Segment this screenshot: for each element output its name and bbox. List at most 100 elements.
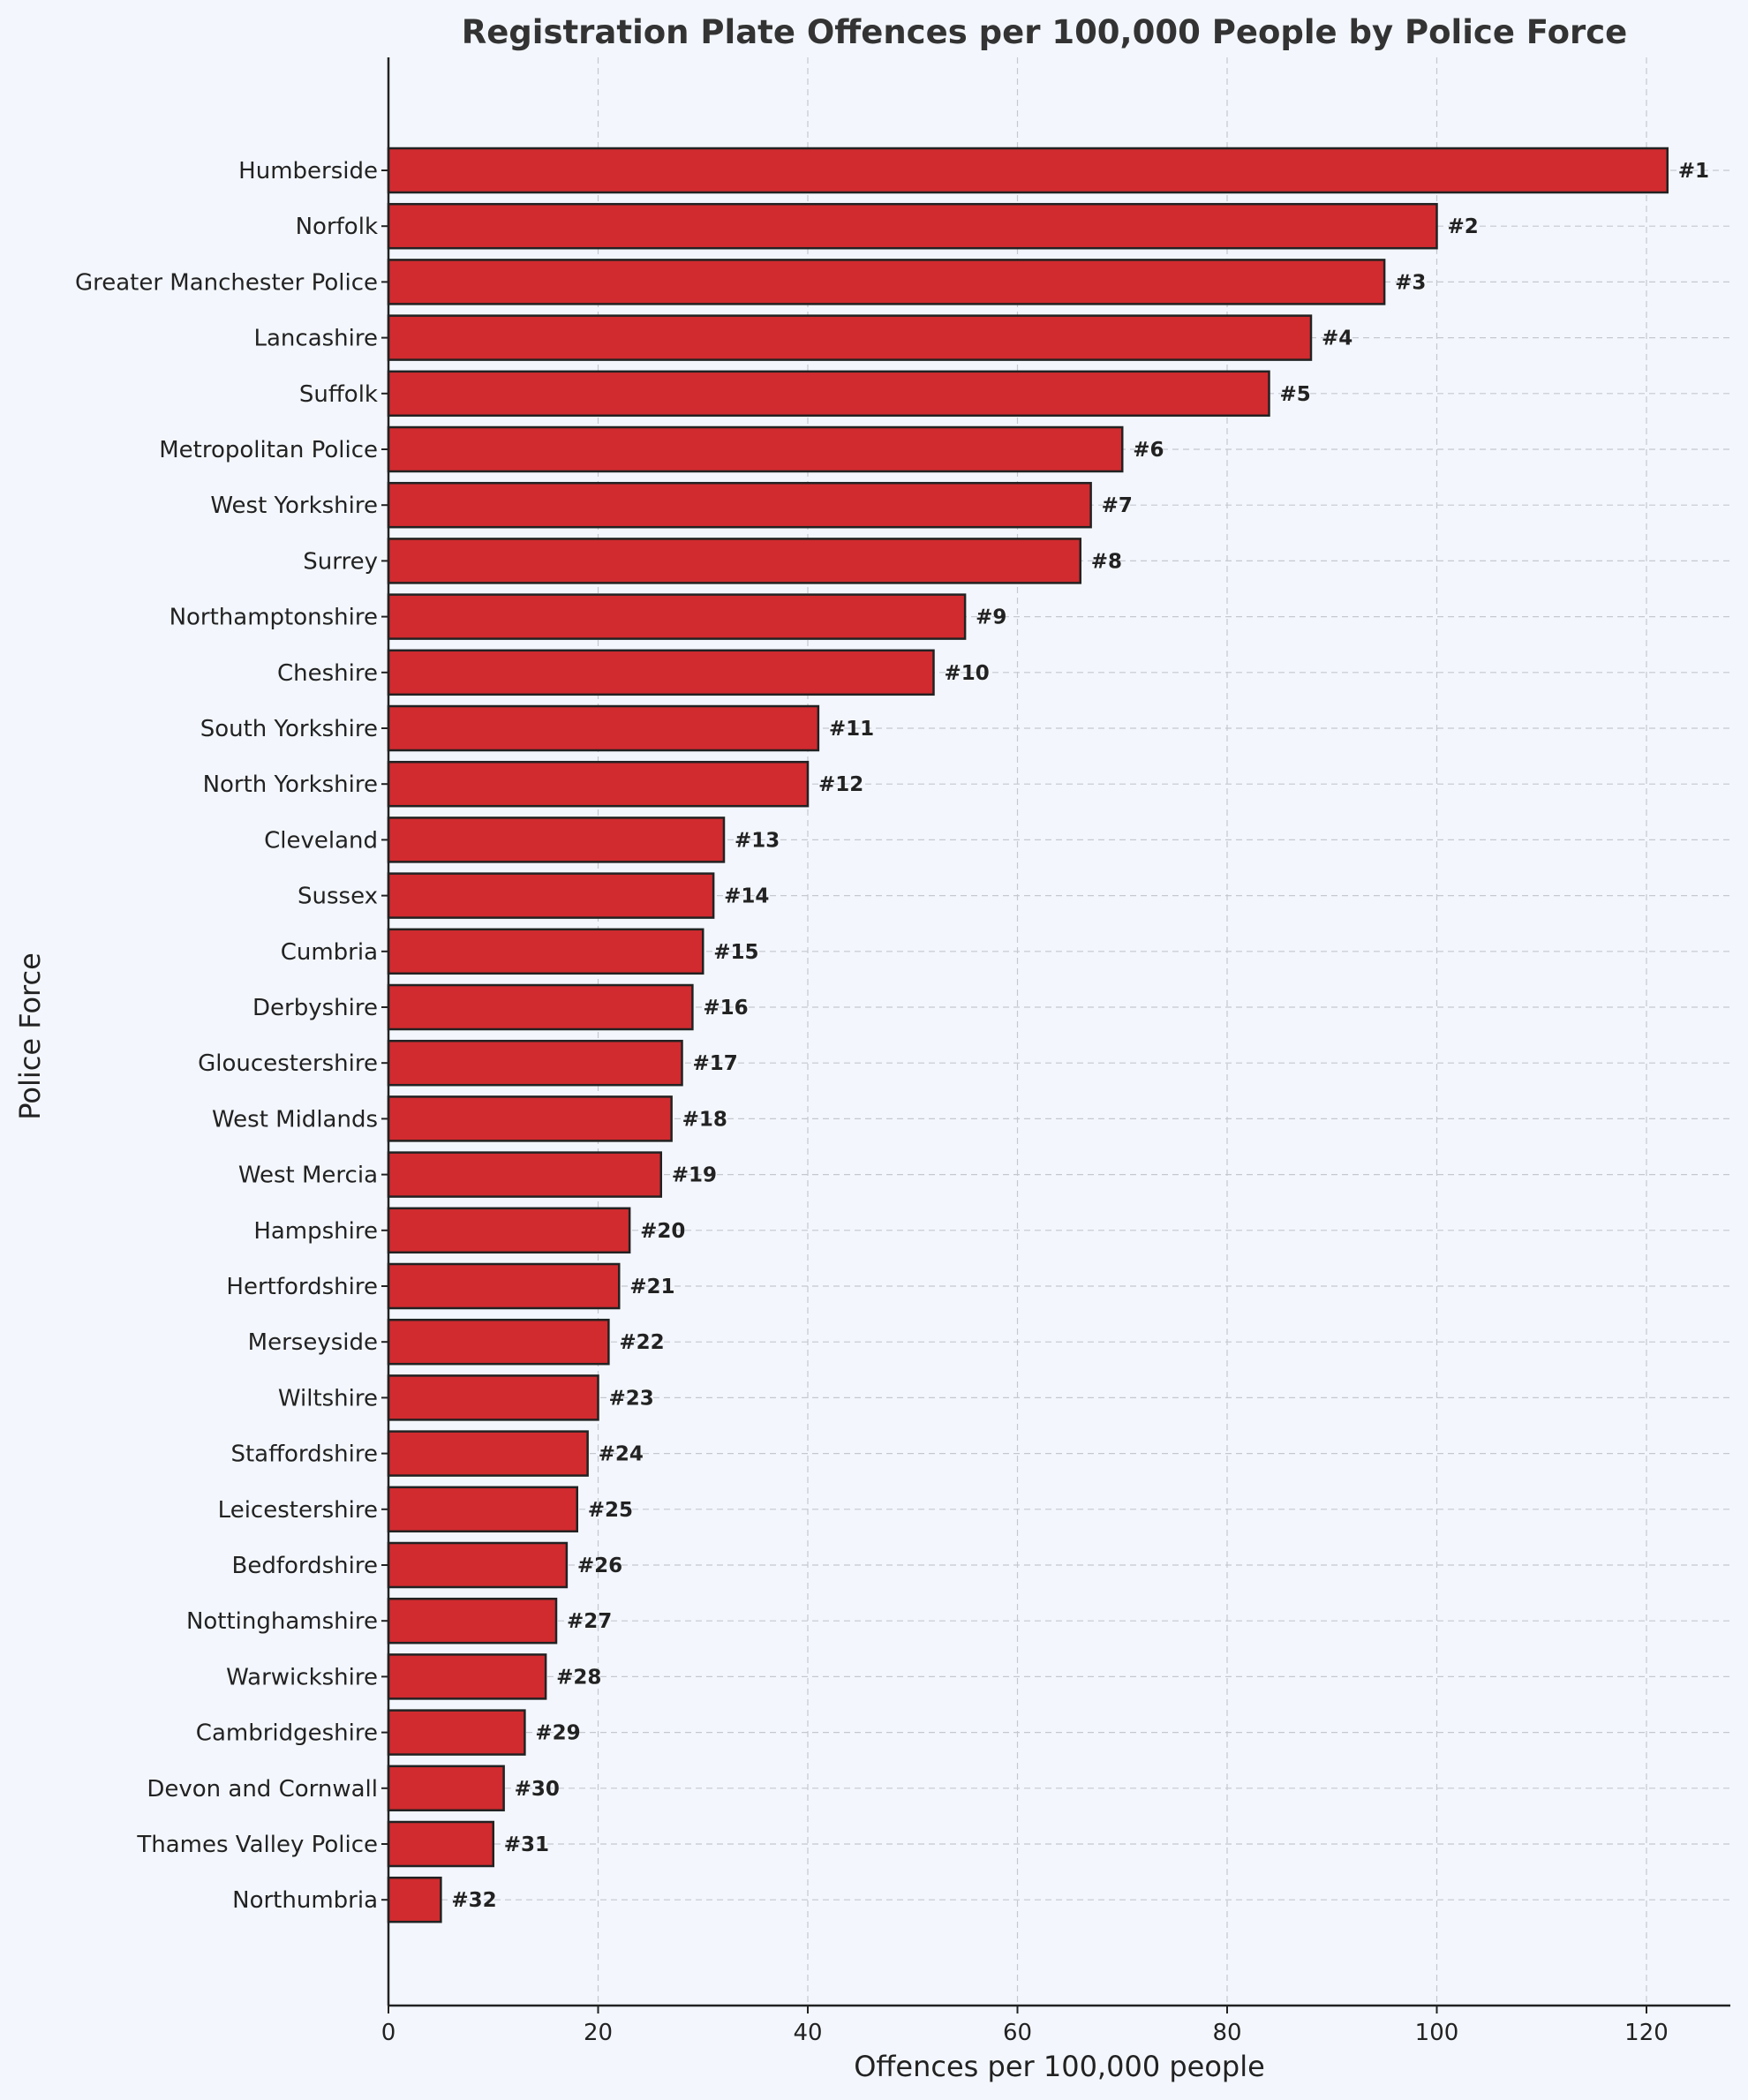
category-labels: Humberside Norfolk Greater Manchester Poli… — [75, 158, 378, 1914]
data-label: #1 — [1678, 160, 1709, 183]
x-tick-label: 60 — [1003, 2020, 1032, 2046]
bar — [387, 872, 715, 919]
data-label: #12 — [818, 773, 863, 796]
bar — [387, 1318, 610, 1366]
data-label: #9 — [976, 606, 1006, 629]
category-label: Sussex — [298, 884, 378, 910]
category-label: Hertfordshire — [226, 1274, 378, 1300]
bar — [387, 538, 1081, 584]
category-label: Greater Manchester Police — [75, 269, 378, 296]
data-label: #30 — [515, 1778, 560, 1801]
category-label: Bedfordshire — [232, 1553, 379, 1579]
bar-series — [387, 147, 1669, 1923]
data-label: #6 — [1133, 439, 1164, 462]
data-label: #3 — [1395, 271, 1426, 294]
axes — [387, 57, 1730, 2007]
bar — [387, 1597, 558, 1645]
category-label: Derbyshire — [252, 995, 378, 1021]
data-label: #20 — [640, 1220, 685, 1243]
bar — [387, 1039, 683, 1087]
x-tick-label: 80 — [1212, 2020, 1241, 2046]
category-label: Norfolk — [296, 214, 378, 240]
category-label: Staffordshire — [230, 1441, 378, 1468]
category-label: Leicestershire — [218, 1497, 378, 1524]
category-label: Surrey — [303, 548, 378, 575]
x-tick-label: 20 — [584, 2020, 613, 2046]
bar — [387, 760, 810, 808]
data-label: #21 — [629, 1276, 674, 1298]
category-label: Merseyside — [248, 1329, 378, 1356]
data-label: #10 — [945, 662, 990, 685]
x-tick-label: 120 — [1624, 2020, 1669, 2046]
category-label: Metropolitan Police — [159, 437, 378, 463]
category-label: Cumbria — [281, 939, 378, 966]
data-label: #2 — [1448, 215, 1479, 238]
category-label: West Yorkshire — [210, 493, 378, 519]
data-label: #16 — [703, 997, 748, 1020]
chart-title: Registration Plate Offences per 100,000 … — [462, 13, 1628, 51]
data-label: #32 — [451, 1889, 496, 1912]
category-label: West Midlands — [212, 1106, 378, 1133]
data-label: #26 — [577, 1554, 622, 1577]
category-label: Cheshire — [277, 660, 378, 687]
category-label: Cleveland — [264, 827, 378, 854]
bar — [387, 1486, 578, 1533]
x-tick-label: 0 — [381, 2020, 396, 2046]
data-label: #4 — [1322, 327, 1352, 350]
category-label: North Yorkshire — [203, 772, 378, 798]
data-label: #29 — [535, 1722, 580, 1745]
bar — [387, 649, 935, 696]
data-label: #19 — [672, 1164, 717, 1187]
category-label: Cambridgeshire — [196, 1720, 378, 1747]
data-label: #22 — [619, 1331, 664, 1354]
bar — [387, 1151, 662, 1198]
bar — [387, 259, 1386, 305]
category-label: South Yorkshire — [200, 716, 378, 742]
category-label: Warwickshire — [226, 1664, 378, 1690]
bar — [387, 593, 967, 640]
x-tick-label: 100 — [1415, 2020, 1459, 2046]
bar — [387, 370, 1270, 418]
category-label: Hampshire — [253, 1218, 378, 1245]
data-label: #27 — [567, 1610, 612, 1633]
data-label: #5 — [1280, 383, 1311, 406]
data-label: #13 — [735, 829, 780, 852]
data-label: #28 — [556, 1666, 601, 1689]
bar — [387, 1765, 505, 1812]
data-label: #18 — [682, 1108, 727, 1131]
data-label: #8 — [1091, 550, 1122, 573]
bar — [387, 147, 1669, 194]
bar — [387, 1820, 494, 1868]
data-label: #17 — [693, 1052, 738, 1075]
bar — [387, 1709, 526, 1756]
bar — [387, 817, 726, 863]
category-label: Humberside — [238, 158, 378, 184]
bar — [387, 1430, 589, 1477]
category-label: Lancashire — [254, 326, 379, 352]
data-label: #11 — [829, 718, 874, 741]
data-label: #24 — [599, 1443, 644, 1466]
bar — [387, 704, 820, 752]
bar — [387, 1653, 547, 1700]
data-label: #14 — [724, 885, 769, 908]
bar — [387, 1262, 621, 1310]
bar — [387, 314, 1313, 361]
category-label: Thames Valley Police — [136, 1832, 378, 1858]
category-label: Northumbria — [232, 1887, 378, 1914]
bar — [387, 1541, 569, 1589]
data-label: #25 — [588, 1499, 633, 1522]
data-label: #15 — [713, 941, 758, 964]
y-axis-title: Police Force — [13, 952, 47, 1120]
data-label: #7 — [1102, 494, 1133, 517]
data-label: #23 — [609, 1387, 654, 1410]
bar — [387, 425, 1124, 473]
bar — [387, 1374, 599, 1421]
data-label: #31 — [504, 1833, 549, 1856]
bar — [387, 1095, 673, 1142]
data-labels: #1 #2 #3 #4 #5 #6 #7 #8 #9 #10 #11 #12 #13 #14 #15 #16 #… — [451, 160, 1709, 1912]
category-label: Gloucestershire — [198, 1050, 378, 1077]
x-tick-label: 40 — [793, 2020, 822, 2046]
category-label: Devon and Cornwall — [147, 1776, 378, 1803]
category-label: Wiltshire — [278, 1385, 378, 1411]
